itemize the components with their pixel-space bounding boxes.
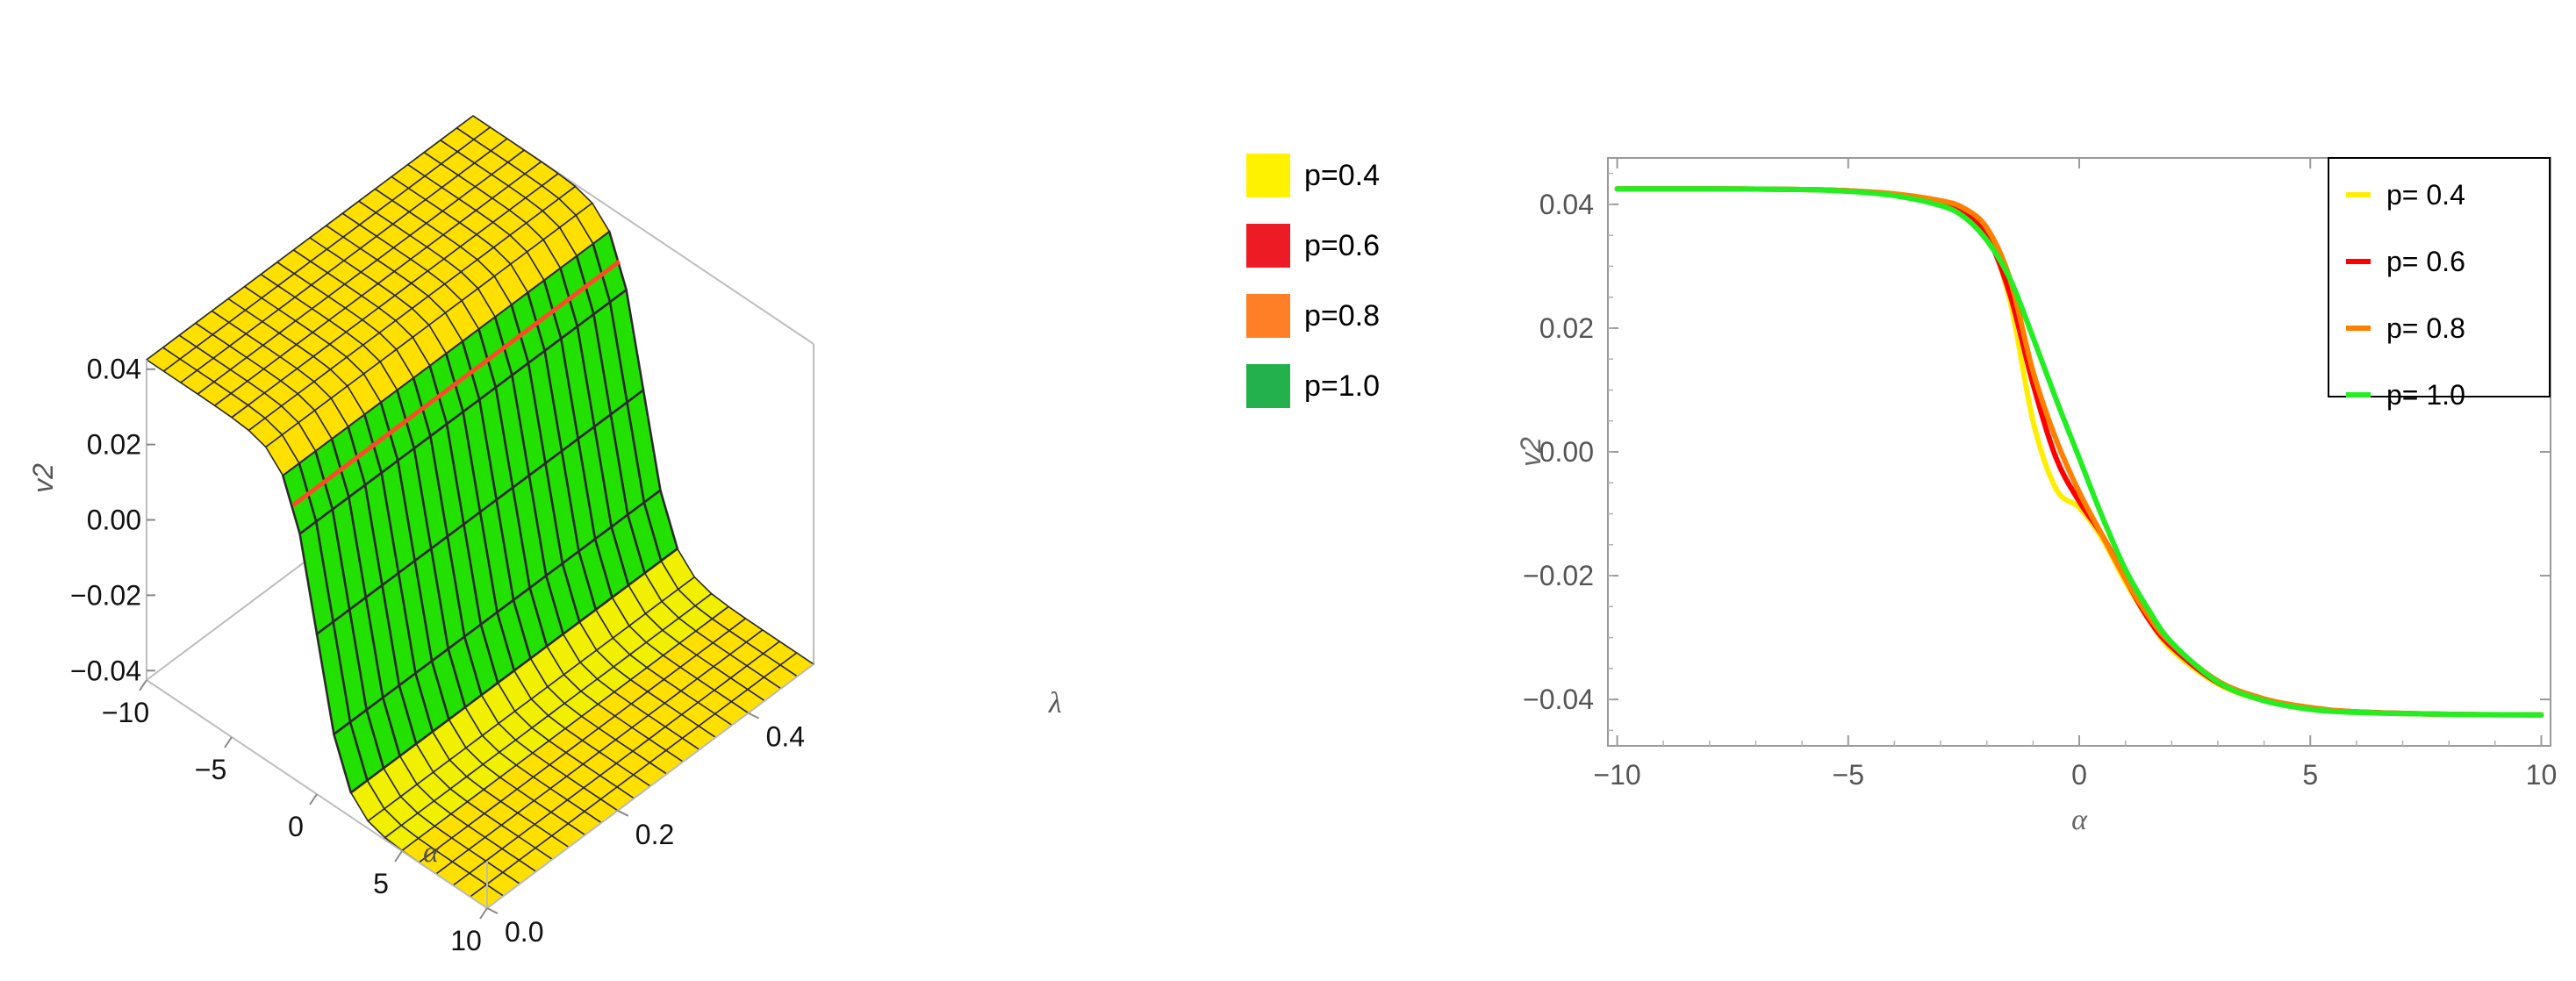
y-tick-label: 0.4 <box>766 721 805 753</box>
x-tick-label: −5 <box>1833 759 1864 791</box>
x-tick-label: 10 <box>450 925 482 956</box>
y-tick-label: −0.02 <box>1523 560 1594 591</box>
line-plot: −10 −5 0 5 100.040.020.00−0.02−0.04 p= 0.4p=… <box>1515 157 2557 834</box>
y-tick-label: 0.02 <box>1539 312 1594 344</box>
legend-swatch <box>1246 294 1290 338</box>
line-legend: p= 0.4 p= 0.6 p= 0.8 p= 1.0 <box>2328 157 2551 411</box>
box-edge <box>486 663 814 909</box>
x-tick-label: 10 <box>2526 759 2558 791</box>
y-tick-label: −0.04 <box>1523 684 1594 715</box>
x-tick <box>224 736 233 748</box>
x-axis-label: α <box>2071 804 2088 834</box>
x-tick-label: 0 <box>2071 759 2087 791</box>
z-tick-label: −0.04 <box>70 655 141 686</box>
z-tick-label: −0.02 <box>70 579 141 611</box>
y-tick-label: 0.00 <box>1539 436 1594 468</box>
z-tick-label: 0.00 <box>87 505 141 536</box>
legend-box <box>2328 157 2551 397</box>
series-lines <box>1614 186 2544 718</box>
legend-label: p= 1.0 <box>2386 379 2465 411</box>
y-tick <box>617 809 629 817</box>
legend-item: p=1.0 <box>1246 351 1510 421</box>
axis-ticks-3d: 0.04 0.02 0.00 −0.02 −0.04 −10 −5 0 5 10 0.0 0.2 0.4 <box>70 354 805 956</box>
legend-swatch <box>1246 224 1290 268</box>
x-tick-label: 5 <box>373 868 389 899</box>
y-axis-label: v2 <box>1515 437 1546 467</box>
legend-label: p= 0.4 <box>2386 179 2465 211</box>
x-tick-label: 0 <box>288 811 304 842</box>
axis-ticks-2d: −10 −5 0 5 10 0.04 0.02 0.00 −0.02 −0.04 <box>1523 158 2557 791</box>
legend-label: p=1.0 <box>1304 369 1381 403</box>
y-tick <box>486 907 499 914</box>
x-tick-label: −10 <box>1593 759 1640 791</box>
legend-label: p= 0.6 <box>2386 246 2465 277</box>
legend-label: p=0.8 <box>1304 298 1381 333</box>
legend-label: p=0.4 <box>1304 158 1381 192</box>
y-axis-label: λ <box>1048 687 1062 720</box>
z-tick-label: 0.04 <box>87 354 141 385</box>
legend-item: p=0.6 <box>1246 211 1510 281</box>
y-tick <box>748 712 760 720</box>
surface-mesh <box>146 115 814 909</box>
x-tick-label: 5 <box>2302 759 2318 791</box>
surface-patch <box>146 347 181 372</box>
legend-label: p= 0.8 <box>2386 312 2465 344</box>
x-axis-label: α <box>423 836 440 869</box>
x-tick <box>309 793 318 806</box>
x-tick <box>394 850 403 863</box>
y-tick-label: 0.0 <box>505 916 543 948</box>
y-tick-label: 0.04 <box>1539 189 1594 220</box>
x-tick <box>479 907 488 920</box>
z-axis-label: v2 <box>27 463 59 493</box>
surface-3d-plot: 0.04 0.02 0.00 −0.02 −0.04 −10 −5 0 5 10 0.0 0.2 0.4… <box>27 115 1062 956</box>
x-tick <box>139 679 147 691</box>
p06-curve-trace <box>291 259 621 507</box>
series-line <box>1614 186 2544 718</box>
legend-swatch <box>1246 364 1290 408</box>
surface-legend: p=0.4 p=0.6 p=0.8 p=1.0 <box>1246 140 1510 421</box>
x-tick-label: −5 <box>195 754 226 785</box>
legend-swatch <box>1246 154 1290 197</box>
legend-item: p=0.8 <box>1246 281 1510 351</box>
y-tick-label: 0.2 <box>635 819 674 850</box>
legend-label: p=0.6 <box>1304 228 1381 262</box>
x-tick-label: −10 <box>102 697 149 728</box>
legend-item: p=0.4 <box>1246 140 1510 211</box>
z-tick-label: 0.02 <box>87 429 141 461</box>
